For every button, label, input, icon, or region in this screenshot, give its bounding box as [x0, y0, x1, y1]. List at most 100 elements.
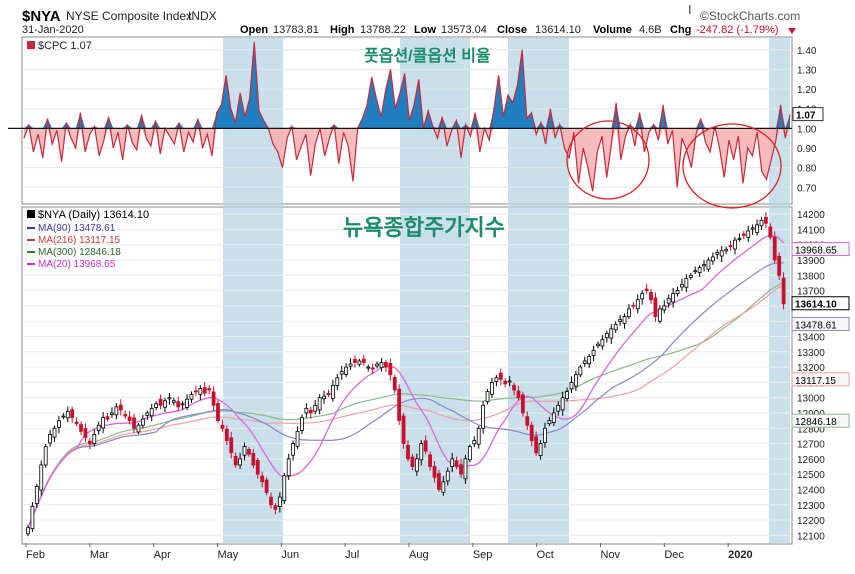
candle-body — [715, 251, 720, 255]
price-y-tick-label: 12300 — [797, 501, 825, 512]
candle-body — [724, 248, 729, 252]
cpc-last-value-box — [792, 107, 824, 122]
candle-body — [719, 250, 724, 257]
cpc-last-value-label: 1.07 — [796, 111, 816, 122]
candle-body — [640, 293, 645, 300]
candle-body — [26, 527, 30, 535]
cpc-y-tick-label: 0.70 — [797, 183, 817, 194]
candle-body — [96, 424, 101, 432]
price-y-tick-label: 12800 — [797, 424, 825, 435]
nya-annotation-title: 뉴욕종합주가지수 — [343, 215, 505, 240]
price-y-tick-label: 13900 — [797, 256, 825, 267]
candle-body — [556, 404, 561, 412]
volume-label: Volume — [593, 24, 632, 36]
candle-body — [697, 267, 702, 273]
candle-body — [772, 236, 777, 261]
candle-body — [57, 420, 61, 428]
candle-body — [202, 387, 207, 394]
candle-body — [273, 505, 278, 510]
candle-body — [574, 374, 578, 387]
candle-body — [375, 363, 379, 367]
candle-body — [264, 479, 269, 493]
candle-body — [503, 380, 508, 385]
candle-body — [657, 308, 662, 322]
candle-body — [397, 388, 402, 422]
candle-body — [308, 409, 313, 414]
candle-body — [750, 227, 755, 230]
candle-body — [507, 380, 512, 383]
candle-body — [216, 403, 220, 422]
high-value: 13788.22 — [360, 24, 406, 36]
candle-body — [666, 297, 671, 304]
candle-body — [454, 460, 459, 467]
candle-body — [357, 360, 362, 365]
candle-body — [582, 360, 587, 364]
cpc-below-fill — [24, 128, 790, 192]
candle-body — [185, 398, 189, 408]
price-label-box — [791, 413, 850, 428]
candle-body — [627, 308, 631, 318]
price-label: 13614.10 — [795, 300, 837, 311]
header-date: 31-Jan-2020 — [22, 24, 84, 36]
cpc-legend-swatch — [27, 41, 35, 49]
candle-body — [101, 417, 106, 429]
candle-body — [675, 290, 680, 295]
month-tick-label: Dec — [664, 549, 684, 561]
candle-body — [618, 319, 622, 322]
candle-body — [392, 377, 397, 391]
candle-body — [48, 433, 52, 444]
candle-body — [746, 230, 751, 238]
candle-body — [463, 458, 468, 480]
ma216-line — [27, 283, 784, 528]
price-label-box — [791, 372, 850, 387]
price-y-tick-label: 13300 — [797, 348, 825, 359]
price-y-tick-label: 12500 — [797, 470, 825, 481]
month-tick-label: Mar — [90, 549, 109, 561]
ma20-line — [27, 234, 785, 528]
candle-body — [149, 407, 154, 417]
candle-body — [635, 299, 640, 310]
candle-body — [136, 424, 141, 433]
month-tick-label: May — [218, 549, 239, 561]
ma90-legend: MA(90) 13478.61 — [38, 223, 116, 234]
candle-body — [671, 293, 676, 303]
ma20-legend: MA(20) 13968.65 — [38, 259, 116, 270]
candle-body — [406, 445, 410, 460]
candle-body — [437, 473, 441, 490]
candle-body — [432, 466, 437, 478]
candle-body — [768, 226, 773, 238]
candle-body — [353, 359, 357, 363]
candle-body — [114, 406, 119, 416]
candle-body — [224, 428, 229, 441]
candle-body — [366, 366, 371, 369]
candle-body — [118, 404, 123, 411]
month-tick-label: Feb — [26, 549, 45, 561]
candle-body — [428, 454, 432, 467]
candle-body — [543, 427, 547, 444]
candle-body — [494, 377, 499, 382]
candle-body — [361, 358, 366, 363]
cpc-y-tick-label: 0.80 — [797, 164, 817, 175]
candle-body — [622, 316, 627, 324]
candle-body — [534, 436, 539, 454]
price-y-tick-label: 12400 — [797, 485, 825, 496]
price-label: 13968.65 — [795, 246, 837, 257]
candle-body — [34, 486, 39, 504]
month-tick-label: 2020 — [728, 549, 752, 561]
candle-body — [733, 239, 737, 250]
candle-body — [445, 470, 450, 482]
candle-body — [43, 446, 48, 466]
candle-body — [560, 397, 565, 411]
close-label: Close — [497, 24, 527, 36]
candle-body — [335, 377, 340, 386]
candle-body — [516, 390, 521, 399]
candle-body — [220, 424, 225, 429]
month-tick-label: Oct — [537, 549, 554, 561]
candle-body — [481, 404, 486, 429]
candle-body — [649, 292, 653, 301]
price-label-box — [791, 242, 850, 257]
candle-body — [198, 388, 203, 395]
candle-body — [688, 274, 693, 278]
candle-body — [127, 416, 132, 422]
candle-body — [255, 459, 260, 475]
